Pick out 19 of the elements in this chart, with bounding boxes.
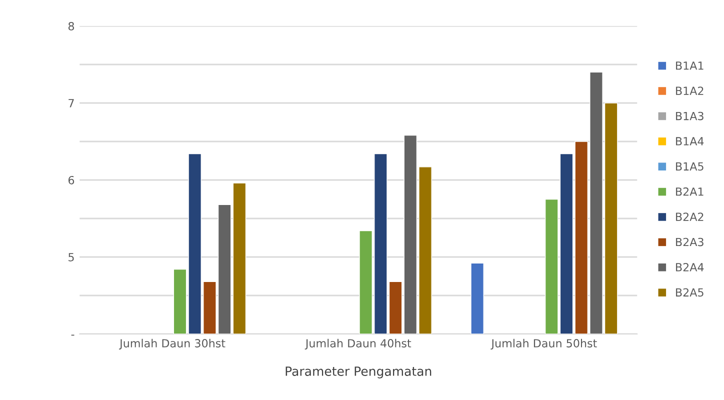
legend-label: B1A2 [676, 86, 704, 95]
y-tick-label: 8 [68, 22, 74, 30]
legend-label: B2A2 [676, 212, 704, 221]
x-tick-label: Jumlah Daun 50hst [490, 338, 597, 350]
y-tick-label: 7 [68, 99, 74, 108]
legend-label: B1A3 [676, 112, 704, 120]
x-tick-label: Jumlah Daun 30hst [119, 338, 226, 350]
legend-label: B2A1 [676, 187, 704, 196]
legend-label: B1A5 [676, 162, 704, 171]
legend-label: B2A4 [676, 263, 704, 272]
legend-label: B2A5 [676, 288, 704, 297]
y-tick-label: 5 [68, 253, 74, 262]
legend-label: B2A3 [676, 238, 704, 246]
legend-label: B1A1 [676, 62, 704, 70]
legend-label: B1A4 [676, 137, 704, 146]
x-axis-title: Parameter Pengamatan [286, 366, 432, 378]
y-tick-label: 6 [68, 176, 74, 184]
x-tick-label: Jumlah Daun 40hst [304, 338, 412, 350]
y-tick-label: - [71, 334, 74, 336]
